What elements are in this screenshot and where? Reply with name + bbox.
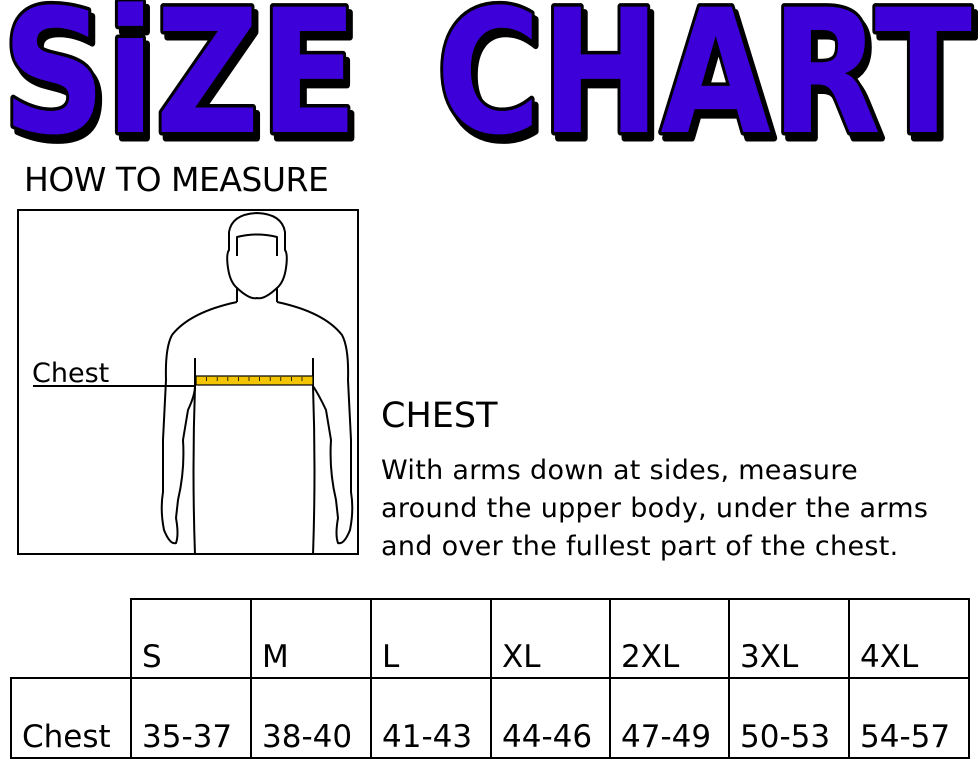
- size-header-2xl: 2XL: [609, 598, 730, 679]
- size-chart-title: SiZE CHART: [0, 0, 976, 150]
- size-header-m: M: [250, 598, 372, 679]
- instructions-line: around the upper body, under the arms: [381, 493, 929, 524]
- instructions-line: and over the fullest part of the chest.: [381, 531, 899, 562]
- size-header-xl: XL: [490, 598, 611, 679]
- size-header-l: L: [370, 598, 492, 679]
- body-outline-icon: [160, 212, 354, 556]
- chest-value-s: 35-37: [130, 677, 252, 759]
- chest-value-3xl: 50-53: [728, 677, 850, 759]
- chest-value-m: 38-40: [250, 677, 372, 759]
- figure-frame: [17, 209, 359, 555]
- figure-chest-label: Chest: [32, 358, 109, 389]
- size-header-s: S: [130, 598, 252, 679]
- how-to-measure-heading: HOW TO MEASURE: [24, 160, 329, 199]
- measuring-tape-icon: [195, 375, 314, 386]
- title-word-size: SiZE: [2, 0, 358, 150]
- instructions-line: With arms down at sides, measure: [381, 455, 859, 486]
- size-header-4xl: 4XL: [848, 598, 970, 679]
- title-word-chart: CHART: [436, 0, 972, 150]
- instructions-text: With arms down at sides, measure around …: [381, 452, 978, 566]
- chest-value-4xl: 54-57: [848, 677, 970, 759]
- row-label-chest: Chest: [10, 677, 132, 759]
- chest-value-2xl: 47-49: [609, 677, 730, 759]
- chest-value-l: 41-43: [370, 677, 492, 759]
- chest-value-xl: 44-46: [490, 677, 611, 759]
- size-header-3xl: 3XL: [728, 598, 850, 679]
- instructions-heading: CHEST: [381, 396, 498, 436]
